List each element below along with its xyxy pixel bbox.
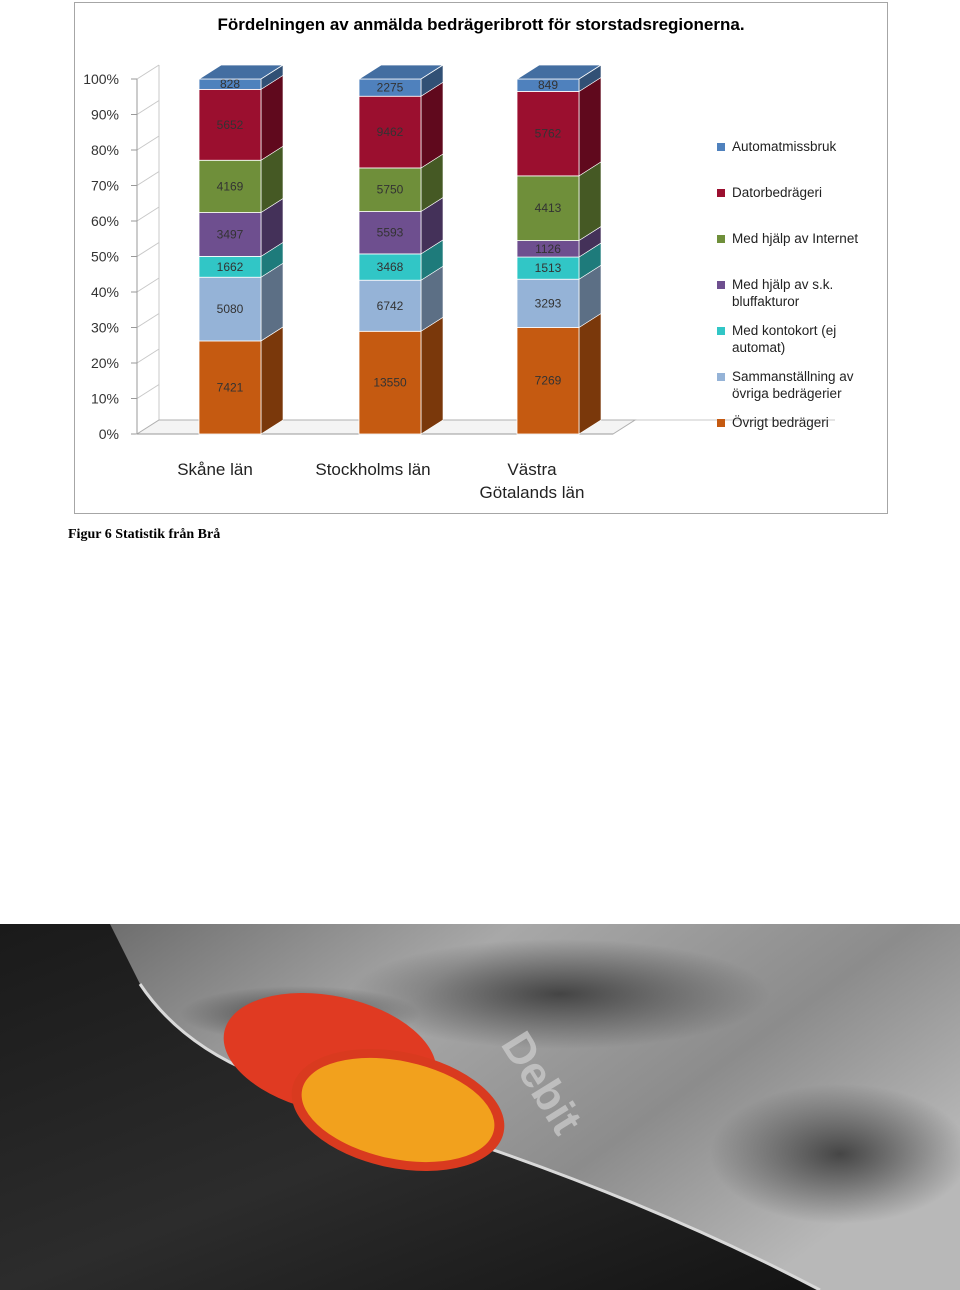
bar-segment <box>516 278 580 328</box>
x-tick-label: Västra <box>507 460 557 479</box>
data-label: 5652 <box>217 118 244 132</box>
y-tick-label: 0% <box>99 426 119 442</box>
gridline-diag <box>136 277 160 293</box>
bar-top <box>357 64 445 80</box>
gridline-diag <box>136 313 160 328</box>
credit-card-photo: Debit <box>0 924 960 1290</box>
data-label: 6742 <box>377 299 404 313</box>
legend-item: Automatmissbruk <box>717 138 836 155</box>
data-label: 3468 <box>377 260 404 274</box>
bar-segment <box>358 253 422 281</box>
y-tick-label: 20% <box>91 355 119 371</box>
legend-label: Med hjälp av Internet <box>732 231 859 246</box>
gridline-diag <box>136 348 160 364</box>
legend-item: Datorbedrägeri <box>717 184 822 201</box>
y-tick-label: 70% <box>91 178 119 194</box>
bar-side <box>578 76 602 177</box>
chart-frame: Fördelningen av anmälda bedrägeribrott f… <box>74 2 888 514</box>
legend-swatch <box>717 281 725 289</box>
figure-caption: Figur 6 Statistik från Brå <box>68 527 221 542</box>
y-tick-label: 60% <box>91 213 119 229</box>
bar-top <box>197 64 285 80</box>
bar-segment <box>358 330 422 435</box>
data-label: 3293 <box>535 296 562 310</box>
bar-segment <box>198 276 262 342</box>
legend-label: Med hjälp av s.k. bluffakturor <box>732 277 834 309</box>
legend-swatch <box>717 327 725 335</box>
data-label: 5080 <box>217 302 244 316</box>
legend-item: Sammanställning av övriga bedrägerier <box>717 368 854 402</box>
gridline-diag <box>136 135 160 151</box>
data-label: 5750 <box>377 183 404 197</box>
y-tick-label: 10% <box>91 391 119 407</box>
bar-side <box>260 326 284 435</box>
legend-swatch <box>717 189 725 197</box>
gridline-diag <box>136 384 160 399</box>
data-label: 4169 <box>217 179 244 193</box>
legend-item: Med hjälp av Internet <box>717 230 858 247</box>
stacked-bar-chart: 0% 10% 20% 30% 40% 50% 60% 70% 80% 90% 100% 7421 508… <box>83 64 835 502</box>
legend-swatch <box>717 143 725 151</box>
legend-item: Övrigt bedrägeri <box>717 414 829 431</box>
gridline-diag <box>136 242 160 257</box>
legend-label: Sammanställning av övriga bedrägerier <box>732 369 854 401</box>
legend-item: Med hjälp av s.k. bluffakturor <box>717 276 833 310</box>
legend-swatch <box>717 419 725 427</box>
bar-side <box>260 74 284 161</box>
bar-segment <box>516 91 580 177</box>
x-tick-label: Skåne län <box>177 460 253 479</box>
legend-swatch <box>717 235 725 243</box>
legend-item: Med kontokort (ej automat) <box>717 322 836 356</box>
data-label: 1126 <box>535 242 561 256</box>
legend-swatch <box>717 373 725 381</box>
bar-segment <box>198 212 262 257</box>
bar-segment <box>358 167 422 212</box>
gridline-diag <box>136 64 160 80</box>
bar-segment <box>516 175 580 241</box>
bar-segment <box>358 279 422 332</box>
bar-segment <box>358 211 422 255</box>
data-label: 5593 <box>377 226 404 240</box>
bar-segment <box>516 327 580 435</box>
data-label: 3497 <box>217 227 244 241</box>
y-tick-label: 80% <box>91 142 119 158</box>
y-tick-label: 90% <box>91 107 119 123</box>
legend-label: Automatmissbruk <box>732 139 837 154</box>
data-label: 9462 <box>377 125 404 139</box>
bar-side <box>578 312 602 435</box>
y-tick-label: 50% <box>91 249 119 265</box>
bar-segment <box>358 95 422 169</box>
chart-title: Fördelningen av anmälda bedrägeribrott f… <box>217 15 745 34</box>
data-label: 7269 <box>535 374 562 388</box>
bar-segment <box>198 88 262 161</box>
data-label: 1513 <box>535 261 562 275</box>
x-tick-label: Götalands län <box>480 483 585 502</box>
data-label: 13550 <box>373 376 407 390</box>
bar-top <box>515 64 603 80</box>
legend-label: Övrigt bedrägeri <box>732 415 829 430</box>
bar-side <box>420 316 444 435</box>
data-label: 2275 <box>377 81 404 95</box>
data-label: 849 <box>538 78 558 92</box>
legend-label: Med kontokort (ej automat) <box>732 323 837 355</box>
bar-side <box>420 81 444 169</box>
gridline-diag <box>136 206 160 222</box>
data-label: 828 <box>220 77 240 91</box>
gridline-diag <box>136 171 160 186</box>
data-label: 5762 <box>535 127 562 141</box>
y-tick-label: 100% <box>83 71 119 87</box>
x-tick-label: Stockholms län <box>315 460 430 479</box>
bar-segment <box>198 340 262 435</box>
data-label: 4413 <box>535 201 562 215</box>
y-tick-label: 30% <box>91 320 119 336</box>
data-label: 1662 <box>217 260 244 274</box>
legend-label: Datorbedrägeri <box>732 185 823 200</box>
y-tick-label: 40% <box>91 284 119 300</box>
data-label: 7421 <box>217 380 244 394</box>
bar-segment <box>198 159 262 213</box>
gridline-diag <box>136 100 160 115</box>
